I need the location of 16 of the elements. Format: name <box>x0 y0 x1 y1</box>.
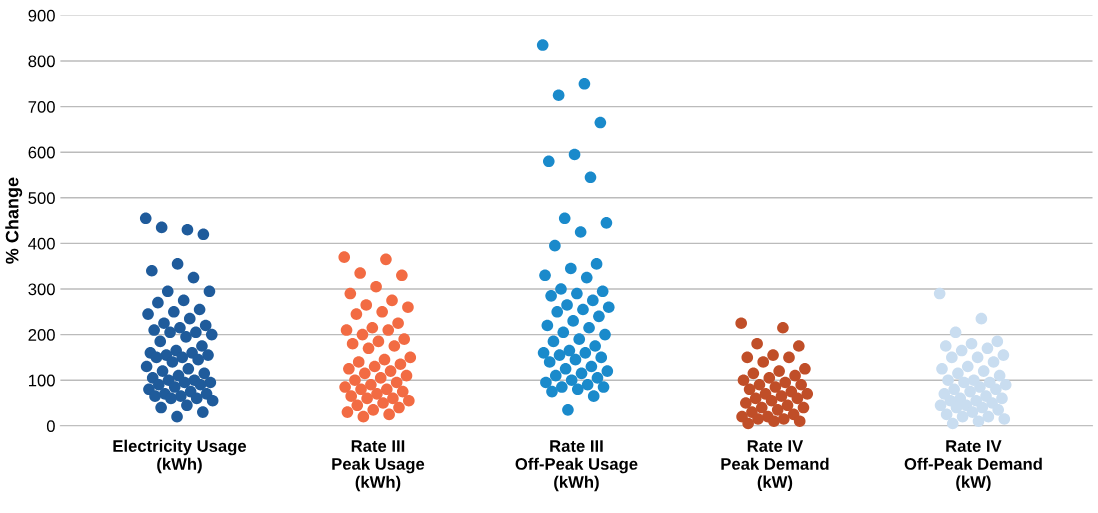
y-tick-label: 0 <box>46 420 55 432</box>
y-tick-label: 700 <box>28 100 55 113</box>
x-tick-label: Rate III Off-Peak Usage (kWh) <box>515 440 638 492</box>
y-tick-label: 400 <box>28 237 55 250</box>
y-tick-label: 100 <box>29 374 55 387</box>
y-tick-label: 600 <box>28 146 55 159</box>
y-tick-label: 800 <box>28 55 55 68</box>
y-tick-label: 300 <box>28 283 55 296</box>
y-tick-label: 900 <box>28 9 55 22</box>
x-tick-label: Rate IV Off-Peak Demand (kW) <box>904 440 1042 492</box>
y-axis-title: % Change <box>5 177 23 264</box>
x-tick-label: Electricity Usage (kWh) <box>113 439 247 474</box>
x-tick-label: Rate III Peak Usage (kWh) <box>332 440 425 492</box>
y-tick-label: 500 <box>28 192 55 204</box>
y-tick-label: 200 <box>28 328 55 341</box>
x-tick-label: Rate IV Peak Demand (kW) <box>721 440 829 492</box>
